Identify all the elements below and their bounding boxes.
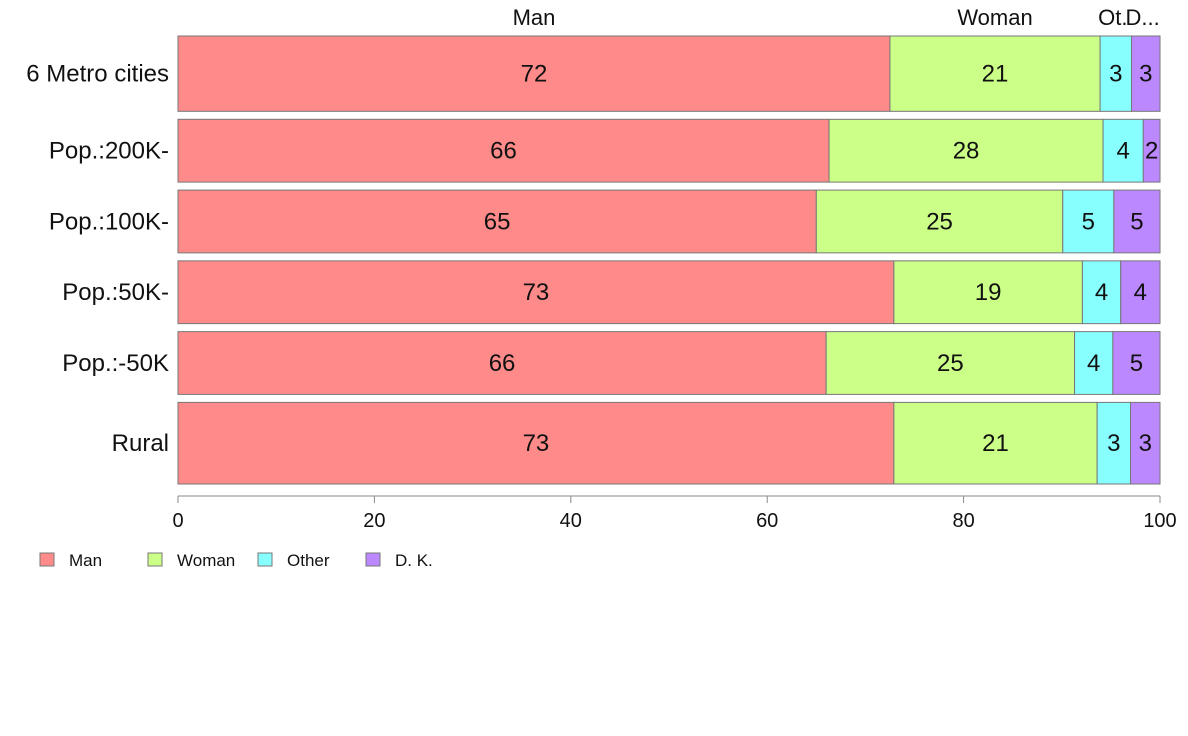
bar-value-label: 25: [926, 208, 953, 235]
legend: Man Woman Other D. K.: [39, 551, 433, 570]
bar-value-label: 5: [1130, 350, 1143, 377]
legend-swatch: [257, 552, 273, 567]
bar-segment-2-1: [1102, 118, 1144, 183]
legend-label: Other: [287, 551, 330, 570]
bar-segment-3-1: [1142, 118, 1161, 183]
bar-value-label: 21: [982, 61, 1009, 88]
row-label: Rural: [112, 430, 169, 457]
bar-value-label: 3: [1107, 430, 1120, 457]
bar-segment-1-4: [825, 331, 1076, 395]
x-tick-label: 20: [363, 510, 385, 532]
bar-value-label: 66: [490, 138, 517, 165]
bar-value-label: 21: [982, 430, 1009, 457]
top-label: D...: [1126, 5, 1160, 30]
top-category-labels: Man Woman Ot.D...: [513, 5, 1160, 30]
bar-segment-0-4: [177, 331, 827, 395]
bar-segment-3-2: [1113, 189, 1161, 254]
x-tick-label: 100: [1143, 510, 1176, 532]
legend-label: Man: [69, 551, 102, 570]
top-label: Ot.: [1098, 5, 1127, 30]
x-axis: 0 20 40 60 80 100: [172, 495, 1177, 532]
row-label: Pop.:50K-: [62, 279, 169, 306]
bar-value-label: 4: [1116, 138, 1129, 165]
x-tick-label: 40: [560, 510, 582, 532]
bar-segment-0-2: [177, 189, 817, 254]
bar-segment-3-0: [1131, 35, 1161, 112]
bar-segment-3-4: [1112, 331, 1161, 395]
x-tick-label: 80: [952, 510, 974, 532]
row-labels: 6 Metro cities Pop.:200K- Pop.:100K- Pop.:5…: [26, 61, 169, 458]
bar-value-label: 5: [1082, 208, 1095, 235]
top-label: Woman: [957, 5, 1032, 30]
row-label: Pop.:100K-: [49, 208, 169, 235]
bar-value-label: 3: [1139, 430, 1152, 457]
bar-value-label: 65: [484, 208, 511, 235]
bar-segment-1-3: [893, 260, 1083, 325]
bar-segment-0-1: [177, 118, 830, 183]
bar-segment-2-5: [1096, 401, 1132, 485]
x-tick-label: 0: [172, 510, 183, 532]
bar-segment-0-5: [177, 401, 895, 485]
bar-value-label: 4: [1134, 279, 1147, 306]
bar-value-label: 28: [953, 138, 980, 165]
bar-segment-1-5: [893, 401, 1098, 485]
bar-value-label: 3: [1139, 61, 1152, 88]
bar-segment-3-3: [1120, 260, 1161, 325]
bar-value-label: 2: [1145, 138, 1158, 165]
bar-segment-1-0: [889, 35, 1101, 112]
bar-segment-2-0: [1099, 35, 1133, 112]
x-tick-label: 60: [756, 510, 778, 532]
bar-value-label: 25: [937, 350, 964, 377]
legend-swatch: [365, 552, 381, 567]
top-label: Man: [513, 5, 556, 30]
bar-segment-1-1: [828, 118, 1104, 183]
legend-swatch: [147, 552, 163, 567]
bar-segment-2-4: [1074, 331, 1114, 395]
bar-value-label: 4: [1095, 279, 1108, 306]
bar-segment-3-5: [1130, 401, 1161, 485]
bar-value-label: 4: [1087, 350, 1100, 377]
legend-label: D. K.: [395, 551, 433, 570]
bars: 72 21 3 366 28 4 265 25 5 573 19 4 466 25 4 573 21 3 3: [177, 35, 1161, 485]
bar-value-label: 3: [1109, 61, 1122, 88]
bar-value-label: 73: [523, 279, 550, 306]
bar-segment-2-3: [1081, 260, 1122, 325]
row-label: 6 Metro cities: [26, 61, 169, 88]
row-label: Pop.:-50K: [62, 350, 169, 377]
bar-value-label: 73: [523, 430, 550, 457]
bar-value-label: 72: [521, 61, 548, 88]
bar-value-label: 66: [489, 350, 516, 377]
bar-value-label: 5: [1130, 208, 1143, 235]
bar-value-label: 19: [975, 279, 1002, 306]
bar-segment-1-2: [815, 189, 1064, 254]
bar-segment-0-3: [177, 260, 895, 325]
legend-label: Woman: [177, 551, 235, 570]
bar-segment-0-0: [177, 35, 891, 112]
row-label: Pop.:200K-: [49, 138, 169, 165]
legend-swatch: [39, 552, 55, 567]
bar-segment-2-2: [1062, 189, 1115, 254]
